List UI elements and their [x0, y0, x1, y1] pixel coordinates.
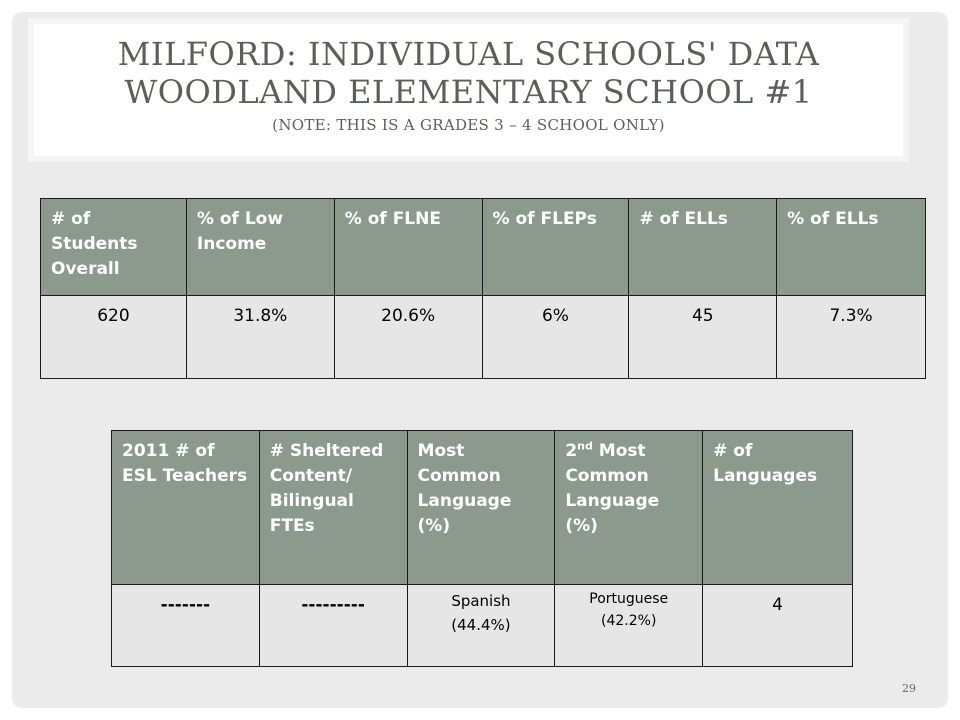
table-header-cell: % of FLNE [333, 198, 483, 296]
table-row: ------- --------- Spanish (44.4%) Portug… [111, 584, 853, 667]
table-cell: 45 [628, 295, 778, 379]
table-header-cell: # of ELLs [628, 198, 778, 296]
table-header-cell: 2011 # of ESL Teachers [111, 430, 260, 585]
table-cell: Spanish (44.4%) [406, 584, 556, 667]
table-header-cell: % of FLEPs [481, 198, 630, 296]
table-header-cell: % of Low Income [185, 198, 335, 296]
page-number: 29 [902, 682, 916, 695]
table-cell: 6% [481, 295, 630, 379]
table-cell: 31.8% [185, 295, 335, 379]
title-box: MILFORD: INDIVIDUAL SCHOOLS' DATA WOODLA… [28, 18, 909, 162]
language-name: Spanish [451, 592, 511, 610]
table-cell: 4 [702, 584, 853, 667]
table-header-cell: # of Languages [702, 430, 853, 585]
language-percent: (42.2%) [601, 613, 657, 629]
header-text: Most Common Language (%) [565, 441, 660, 536]
table-header-cell: 2nd Most Common Language (%) [554, 430, 704, 585]
table-cell: ------- [111, 584, 260, 667]
table-header-row: 2011 # of ESL Teachers # Sheltered Conte… [111, 430, 853, 585]
table-cell: 20.6% [333, 295, 483, 379]
table-cell: 620 [40, 295, 187, 379]
esl-staff-language-table: 2011 # of ESL Teachers # Sheltered Conte… [111, 430, 853, 667]
table-cell: Portuguese (42.2%) [554, 584, 704, 667]
header-text: 2 [565, 441, 578, 461]
title-line-1: MILFORD: INDIVIDUAL SCHOOLS' DATA [117, 35, 820, 73]
language-name: Portuguese [589, 591, 669, 607]
language-percent: (44.4%) [451, 616, 511, 634]
table-header-cell: # Sheltered Content/ Bilingual FTEs [258, 430, 408, 585]
table-cell: --------- [258, 584, 408, 667]
title-note: (NOTE: THIS IS A GRADES 3 – 4 SCHOOL ONL… [272, 116, 665, 134]
title-line-2: WOODLAND ELEMENTARY SCHOOL #1 [124, 73, 813, 111]
table-header-cell: % of ELLs [776, 198, 926, 296]
table-header-cell: # of Students Overall [40, 198, 187, 296]
school-stats-table: # of Students Overall % of Low Income % … [40, 198, 926, 379]
table-header-row: # of Students Overall % of Low Income % … [40, 198, 926, 296]
ordinal-suffix: nd [577, 439, 593, 453]
table-cell: 7.3% [776, 295, 926, 379]
table-header-cell: Most Common Language (%) [406, 430, 556, 585]
table-row: 620 31.8% 20.6% 6% 45 7.3% [40, 295, 926, 379]
